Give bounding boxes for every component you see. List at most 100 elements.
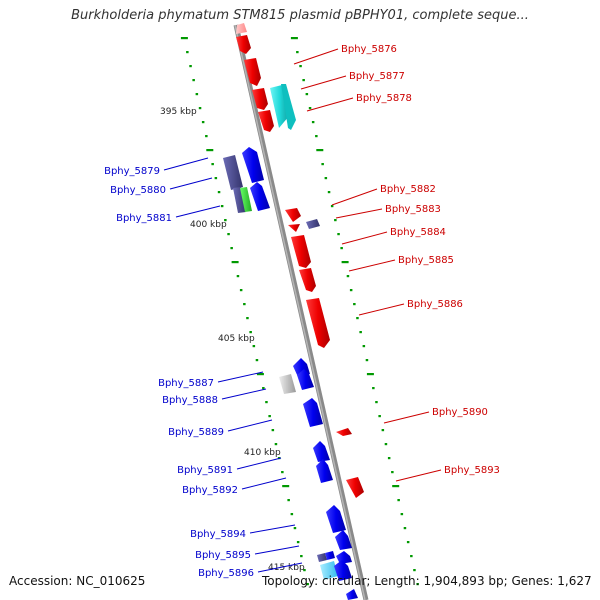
gene-feature[interactable] <box>313 441 330 462</box>
ruler-dot <box>189 65 192 68</box>
ruler-dot <box>265 401 268 404</box>
gene-feature[interactable] <box>288 224 300 232</box>
gene-feature[interactable] <box>346 477 364 498</box>
gene-label[interactable]: Bphy_5887 <box>158 378 214 389</box>
ruler-dot <box>287 499 290 502</box>
ruler-dot <box>211 163 214 166</box>
gene-feature-slate[interactable] <box>306 219 320 229</box>
gene-label[interactable]: Bphy_5891 <box>177 465 233 476</box>
ruler-dot <box>268 415 271 418</box>
gene-label[interactable]: Bphy_5886 <box>407 299 463 310</box>
gene-label[interactable]: Bphy_5879 <box>104 166 160 177</box>
ruler-dot <box>262 387 265 390</box>
leader-line <box>331 188 378 206</box>
gene-label[interactable]: Bphy_5876 <box>341 44 397 55</box>
gene-feature[interactable] <box>291 235 311 268</box>
gene-label[interactable]: Bphy_5880 <box>110 185 166 196</box>
ruler-dot <box>195 93 199 96</box>
ruler-label: 410 kbp <box>244 448 281 458</box>
ruler-dot <box>186 51 189 54</box>
gene-feature-slate[interactable] <box>317 553 327 562</box>
leader-lines <box>163 48 442 573</box>
gene-feature-gray[interactable] <box>279 374 296 394</box>
gene-label[interactable]: Bphy_5889 <box>168 427 224 438</box>
gene-feature[interactable] <box>346 589 358 600</box>
gene-feature[interactable] <box>250 182 270 211</box>
leader-line <box>335 208 383 219</box>
gene-label[interactable]: Bphy_5894 <box>190 529 246 540</box>
leader-line <box>257 562 303 573</box>
topology-text: Topology: circular; Length: 1,904,893 bp… <box>262 574 592 588</box>
ruler-dot <box>372 387 375 390</box>
gene-feature[interactable] <box>242 147 264 183</box>
ruler-major-tick <box>290 37 298 40</box>
leader-line <box>348 259 396 272</box>
gene-label[interactable]: Bphy_5896 <box>198 568 254 579</box>
gene-feature[interactable] <box>258 110 274 132</box>
gene-label[interactable]: Bphy_5895 <box>195 550 251 561</box>
ruler-dot <box>214 177 218 180</box>
gene-feature[interactable] <box>336 428 352 436</box>
leader-line <box>241 477 287 490</box>
gene-feature[interactable] <box>316 459 333 483</box>
reverse-strand-genes <box>223 147 358 600</box>
backbone-highlight <box>234 24 366 600</box>
ruler-dot <box>330 205 334 208</box>
ruler-dot <box>413 569 416 572</box>
gene-label[interactable]: Bphy_5877 <box>349 71 405 82</box>
ruler-dot <box>303 569 306 572</box>
gene-feature[interactable] <box>334 560 352 581</box>
ruler-dot <box>249 331 252 334</box>
leader-line <box>227 419 273 432</box>
ruler-dot <box>296 51 299 54</box>
ruler: 395 kbp 400 kbp 405 kbp 410 kbp 415 kbp <box>160 107 305 573</box>
gene-label[interactable]: Bphy_5888 <box>162 395 218 406</box>
gene-label[interactable]: Bphy_5890 <box>432 407 488 418</box>
gene-feature-sky[interactable] <box>320 561 338 580</box>
gene-feature[interactable] <box>325 551 335 560</box>
gene-label[interactable]: Bphy_5885 <box>398 255 454 266</box>
gene-feature[interactable] <box>285 208 301 222</box>
ruler-dot <box>305 93 309 96</box>
gene-label[interactable]: Bphy_5883 <box>385 204 441 215</box>
gene-label[interactable]: Bphy_5878 <box>356 93 412 104</box>
gene-label[interactable]: Bphy_5892 <box>182 485 238 496</box>
gene-feature-slate[interactable] <box>233 187 246 213</box>
ruler-ticks <box>180 37 419 586</box>
gene-label[interactable]: Bphy_5881 <box>116 213 172 224</box>
ruler-dot <box>308 107 312 110</box>
gene-label[interactable]: Bphy_5893 <box>444 465 500 476</box>
ruler-dot <box>246 317 249 320</box>
ruler-dot <box>381 429 385 432</box>
gene-label[interactable]: Bphy_5884 <box>390 227 446 238</box>
gene-feature-green[interactable] <box>240 187 252 212</box>
gene-feature[interactable] <box>244 58 261 86</box>
ruler-dot <box>300 555 303 558</box>
gene-fragment[interactable] <box>236 23 247 34</box>
ruler-dot <box>387 457 391 460</box>
ruler-dot <box>403 527 407 530</box>
gene-feature[interactable] <box>299 268 316 292</box>
ruler-dot <box>346 275 350 278</box>
ruler-dot <box>321 163 324 166</box>
gene-feature-slate[interactable] <box>223 155 243 190</box>
leader-line <box>254 545 300 555</box>
ruler-dot <box>337 233 340 236</box>
gene-feature[interactable] <box>335 530 352 550</box>
gene-feature[interactable] <box>336 551 352 564</box>
gene-feature[interactable] <box>306 298 330 348</box>
gene-feature[interactable] <box>303 398 323 427</box>
gene-feature[interactable] <box>297 369 314 390</box>
gene-feature[interactable] <box>326 505 346 533</box>
gene-feature[interactable] <box>236 35 251 54</box>
ruler-dot <box>192 79 195 82</box>
gene-feature-cyan[interactable] <box>281 84 296 130</box>
ruler-dot <box>205 135 208 138</box>
ruler-dot <box>406 541 410 544</box>
forward-gene-labels: Bphy_5876 Bphy_5877 Bphy_5878 Bphy_5882 … <box>341 44 500 476</box>
gene-feature[interactable] <box>252 88 268 110</box>
ruler-major-tick <box>180 37 188 40</box>
gene-label[interactable]: Bphy_5882 <box>380 184 436 195</box>
gene-feature-cyan[interactable] <box>270 85 290 128</box>
